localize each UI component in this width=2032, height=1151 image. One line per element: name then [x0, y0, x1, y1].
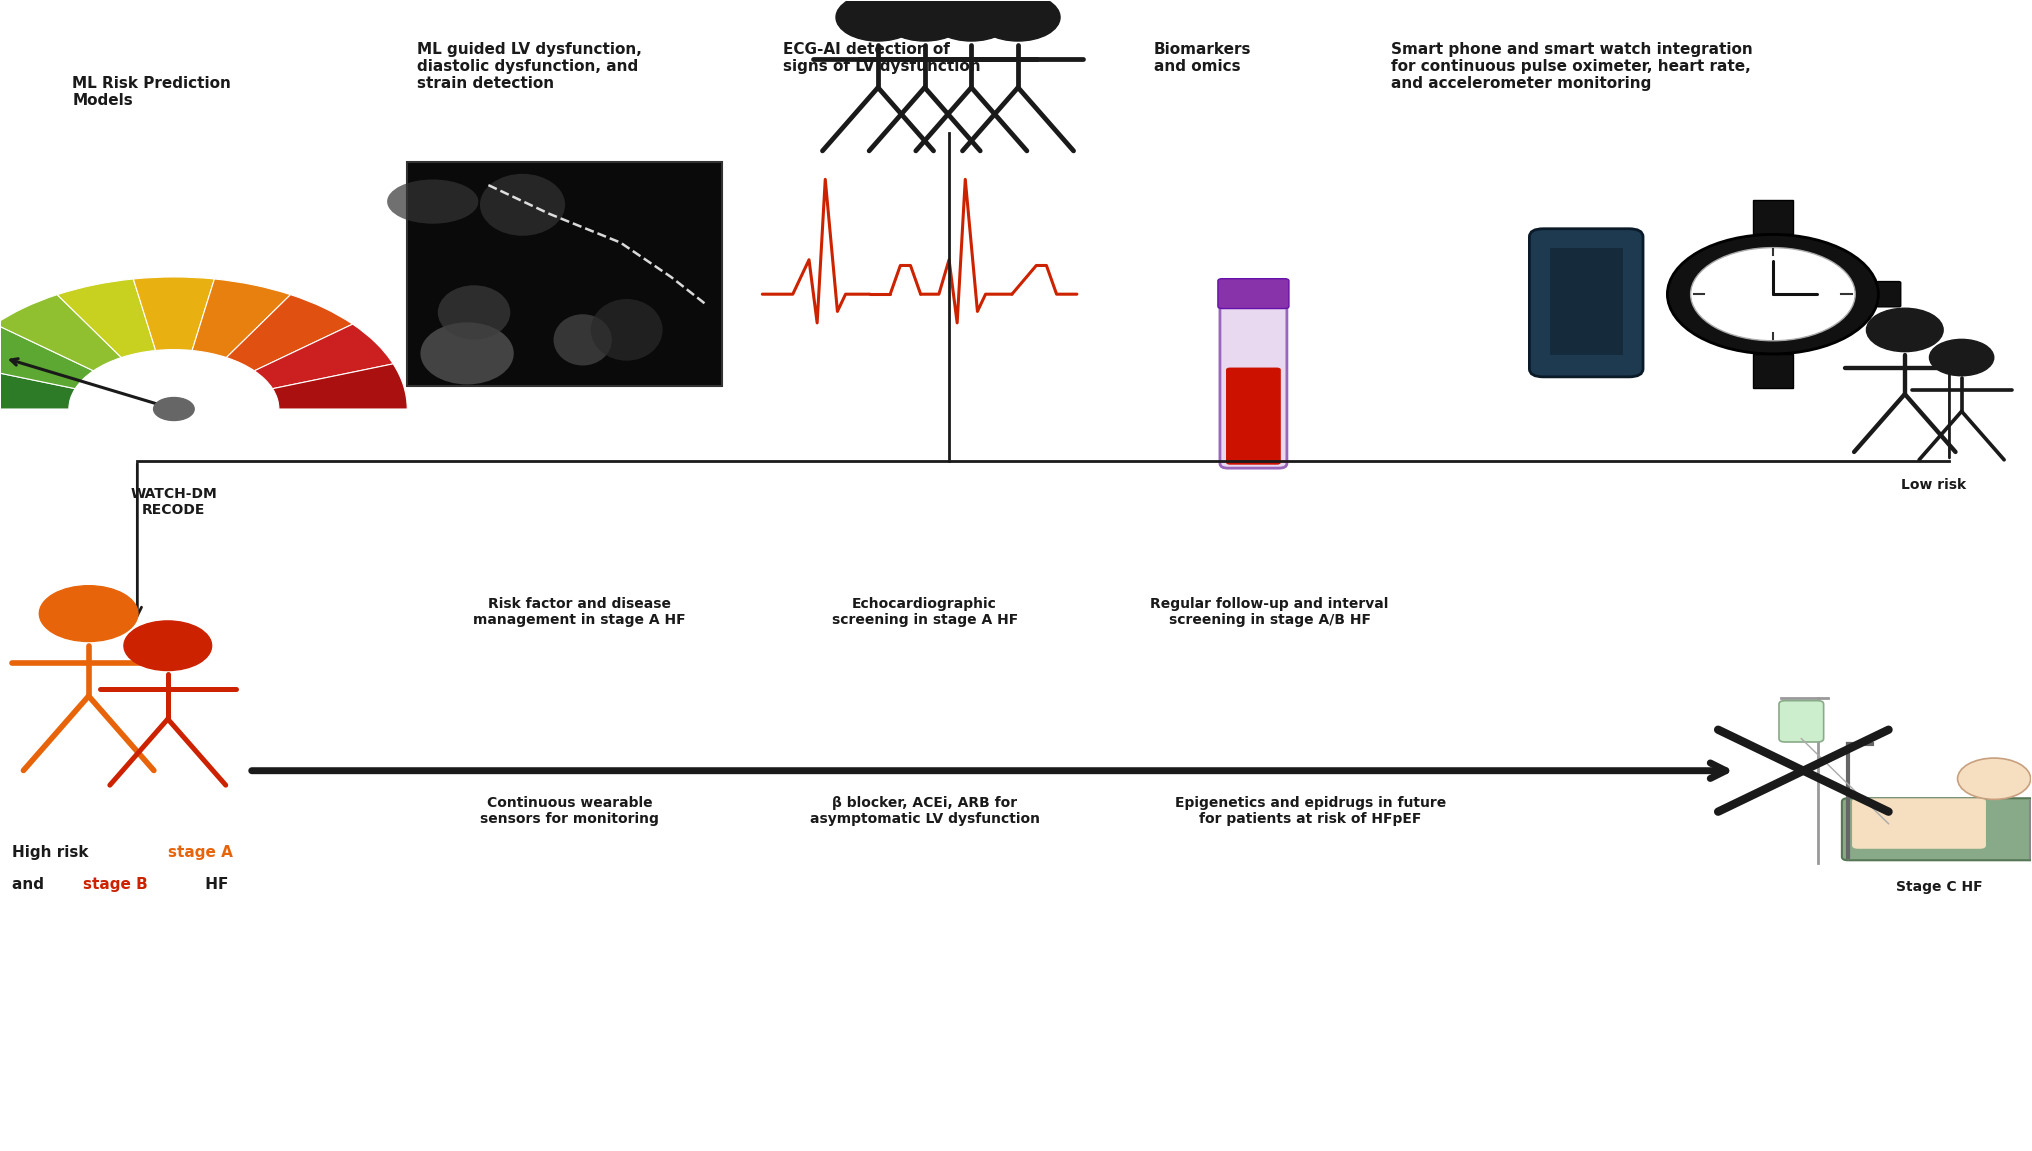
Wedge shape	[272, 364, 406, 409]
Circle shape	[929, 0, 1014, 41]
Wedge shape	[226, 295, 354, 371]
Text: Biomarkers
and omics: Biomarkers and omics	[1154, 41, 1252, 74]
Ellipse shape	[421, 322, 514, 384]
Text: Epigenetics and epidrugs in future
for patients at risk of HFpEF: Epigenetics and epidrugs in future for p…	[1174, 796, 1447, 826]
Ellipse shape	[553, 314, 612, 366]
Ellipse shape	[591, 299, 662, 360]
Text: Low risk: Low risk	[1900, 478, 1965, 491]
FancyBboxPatch shape	[1876, 282, 1900, 307]
Text: Continuous wearable
sensors for monitoring: Continuous wearable sensors for monitori…	[480, 796, 658, 826]
FancyBboxPatch shape	[406, 162, 721, 386]
Wedge shape	[0, 295, 122, 371]
FancyBboxPatch shape	[1530, 229, 1644, 376]
FancyBboxPatch shape	[1851, 799, 1985, 848]
Ellipse shape	[388, 180, 478, 223]
FancyBboxPatch shape	[1754, 200, 1792, 235]
Wedge shape	[57, 279, 156, 358]
Text: and: and	[12, 877, 49, 892]
Circle shape	[1691, 247, 1855, 341]
Text: Smart phone and smart watch integration
for continuous pulse oximeter, heart rat: Smart phone and smart watch integration …	[1392, 41, 1754, 91]
Wedge shape	[0, 325, 93, 389]
Circle shape	[1867, 308, 1943, 352]
Wedge shape	[0, 364, 75, 409]
Circle shape	[124, 620, 211, 671]
FancyBboxPatch shape	[1778, 701, 1823, 742]
Circle shape	[1668, 235, 1878, 353]
Text: stage A: stage A	[169, 845, 232, 860]
FancyBboxPatch shape	[1219, 281, 1286, 468]
Circle shape	[39, 586, 138, 641]
FancyBboxPatch shape	[1550, 249, 1624, 355]
Text: stage B: stage B	[83, 877, 146, 892]
Text: Echocardiographic
screening in stage A HF: Echocardiographic screening in stage A H…	[831, 597, 1018, 627]
FancyBboxPatch shape	[1225, 367, 1280, 465]
Text: Stage C HF: Stage C HF	[1896, 879, 1983, 894]
Circle shape	[975, 0, 1061, 41]
Text: WATCH-DM
RECODE: WATCH-DM RECODE	[130, 487, 217, 517]
FancyBboxPatch shape	[1217, 279, 1288, 308]
Ellipse shape	[437, 285, 510, 340]
Text: Regular follow-up and interval
screening in stage A/B HF: Regular follow-up and interval screening…	[1150, 597, 1388, 627]
Wedge shape	[193, 279, 291, 358]
Text: ML guided LV dysfunction,
diastolic dysfunction, and
strain detection: ML guided LV dysfunction, diastolic dysf…	[417, 41, 642, 91]
FancyBboxPatch shape	[1754, 353, 1792, 388]
Ellipse shape	[480, 174, 565, 236]
Circle shape	[1930, 340, 1993, 375]
FancyBboxPatch shape	[1841, 799, 2032, 860]
Text: β blocker, ACEi, ARB for
asymptomatic LV dysfunction: β blocker, ACEi, ARB for asymptomatic LV…	[809, 796, 1040, 826]
Circle shape	[154, 397, 195, 420]
Wedge shape	[134, 277, 215, 351]
Circle shape	[835, 0, 920, 41]
Text: High risk: High risk	[12, 845, 93, 860]
Text: HF: HF	[201, 877, 230, 892]
Wedge shape	[254, 325, 392, 389]
Circle shape	[882, 0, 967, 41]
Text: ML Risk Prediction
Models: ML Risk Prediction Models	[73, 76, 232, 108]
Text: ECG-AI detection of
signs of LV dysfunction: ECG-AI detection of signs of LV dysfunct…	[782, 41, 979, 74]
Text: Risk factor and disease
management in stage A HF: Risk factor and disease management in st…	[473, 597, 687, 627]
Circle shape	[1957, 759, 2030, 800]
